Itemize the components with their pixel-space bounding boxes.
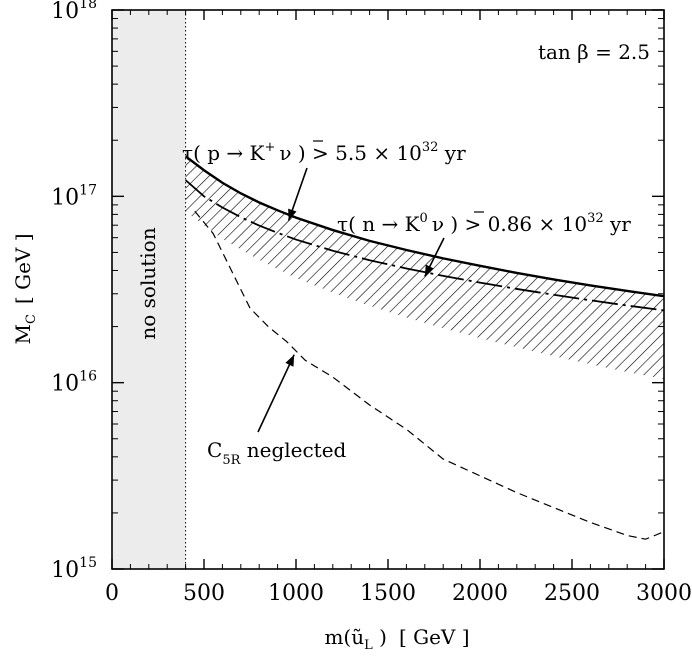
y-axis-label: MC[ GeV ] <box>11 233 39 344</box>
x-tick-label: 1000 <box>268 581 324 606</box>
x-axis-label: m(ũL )[ GeV ] <box>324 625 469 653</box>
x-tick-label: 500 <box>183 581 225 606</box>
c5r-neglected-arrowhead <box>285 354 295 367</box>
x-tick-label: 0 <box>105 581 119 606</box>
neutron-lifetime-arrowhead <box>424 264 434 277</box>
x-tick-label: 2500 <box>544 581 600 606</box>
series-line-0 <box>184 155 664 298</box>
y-tick-label: 1016 <box>51 369 97 397</box>
c5r-neglected-label: C5R neglected <box>207 438 347 468</box>
y-tick-label: 1015 <box>51 555 97 583</box>
y-tick-label: 1018 <box>51 0 97 24</box>
neutron-lifetime-label: τ( n → K0 ν ) > 0.86 × 1032 yr <box>337 211 631 236</box>
no-solution-region <box>112 10 186 569</box>
hatched-band <box>185 156 664 379</box>
proton-lifetime-label: τ( p → K+ ν ) > 5.5 × 1032 yr <box>182 140 466 165</box>
x-tick-label: 3000 <box>636 581 692 606</box>
series-line-1 <box>185 179 664 312</box>
proton-lifetime-arrowhead <box>288 208 297 221</box>
series-line-3 <box>194 210 664 540</box>
x-tick-label: 2000 <box>452 581 508 606</box>
x-tick-label: 1500 <box>360 581 416 606</box>
c5r-neglected-arrow <box>257 354 295 433</box>
no-solution-label: no solution <box>136 227 160 339</box>
y-tick-label: 1017 <box>51 182 97 210</box>
tan-beta-label: tan β = 2.5 <box>538 40 650 64</box>
